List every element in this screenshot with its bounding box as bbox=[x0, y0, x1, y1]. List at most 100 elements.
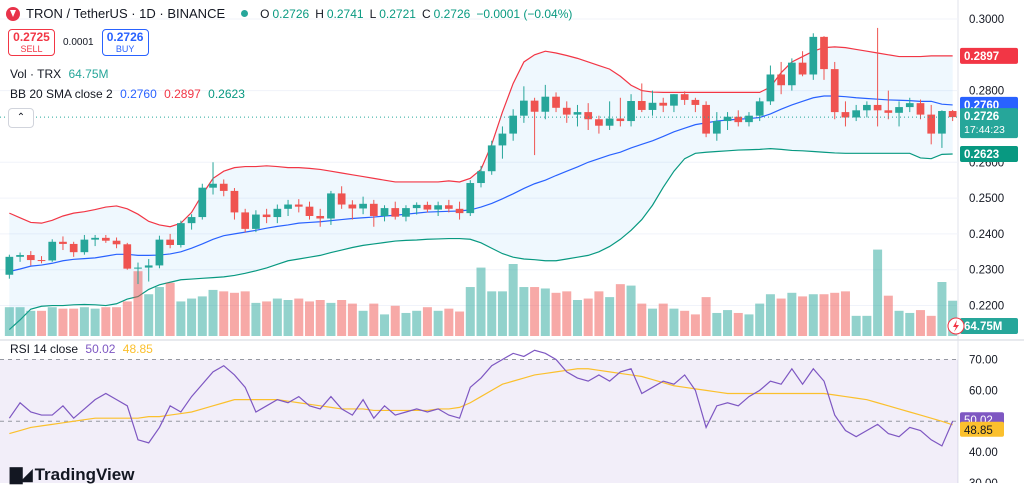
volume-bar bbox=[830, 292, 840, 336]
symbol-title[interactable]: TRON / TetherUS · 1D · BINANCE bbox=[26, 6, 226, 21]
trade-panel: 0.2725 SELL 0.0001 0.2726 BUY bbox=[8, 29, 149, 56]
volume-bar bbox=[37, 310, 47, 336]
candle-body bbox=[423, 204, 432, 210]
candle-body bbox=[605, 118, 614, 126]
volume-legend[interactable]: Vol · TRX 64.75M bbox=[10, 67, 109, 81]
candle-body bbox=[798, 62, 807, 75]
volume-bar bbox=[380, 314, 390, 336]
volume-bar bbox=[733, 312, 743, 336]
market-status-icon bbox=[241, 10, 249, 17]
volume-bar bbox=[562, 291, 572, 336]
candle-body bbox=[927, 114, 936, 134]
close-value: 0.2726 bbox=[433, 6, 471, 21]
price-tick-label: 0.2500 bbox=[969, 193, 1004, 205]
collapse-legend-button[interactable]: ⌃ bbox=[8, 108, 34, 128]
volume-bar bbox=[937, 282, 947, 336]
volume-bar bbox=[873, 249, 883, 336]
volume-bar bbox=[58, 308, 68, 336]
volume-bar bbox=[894, 310, 904, 336]
candle-body bbox=[80, 239, 89, 253]
last-price-badge-bg bbox=[960, 108, 1018, 139]
tron-logo-icon bbox=[6, 6, 20, 21]
change-value: −0.0001 (−0.04%) bbox=[476, 6, 573, 21]
candle-body bbox=[820, 36, 828, 70]
candle-body bbox=[144, 265, 153, 268]
candle-body bbox=[26, 255, 35, 261]
volume-bar bbox=[433, 310, 443, 336]
volume-bar bbox=[144, 294, 154, 336]
candle-body bbox=[916, 103, 925, 115]
candle-body bbox=[391, 208, 400, 217]
volume-bar bbox=[883, 295, 893, 336]
volume-bar bbox=[283, 300, 293, 336]
volume-bar bbox=[197, 296, 207, 336]
bb-legend[interactable]: BB 20 SMA close 2 0.2760 0.2897 0.2623 bbox=[10, 87, 245, 101]
candle-body bbox=[520, 100, 528, 116]
volume-bar bbox=[47, 307, 57, 336]
volume-bar bbox=[915, 310, 925, 336]
open-key: O bbox=[260, 6, 270, 21]
candle-body bbox=[595, 119, 603, 126]
volume-bar bbox=[701, 297, 711, 336]
volume-bar bbox=[551, 292, 561, 336]
volume-bar bbox=[583, 298, 593, 336]
rsi-pane bbox=[0, 341, 958, 483]
volume-bar bbox=[744, 314, 754, 336]
volume-bar bbox=[476, 267, 486, 336]
candle-body bbox=[938, 111, 946, 134]
candle-body bbox=[552, 96, 560, 108]
candle-body bbox=[712, 121, 721, 134]
candle-body bbox=[691, 99, 700, 105]
volume-bar bbox=[315, 300, 325, 336]
volume-bar bbox=[369, 303, 379, 336]
volume-bar bbox=[755, 303, 765, 336]
bb-lower-badge-bg bbox=[960, 146, 1018, 163]
buy-button[interactable]: 0.2726 BUY bbox=[101, 29, 149, 56]
rsi-tick-label: 40.00 bbox=[969, 447, 998, 459]
volume-bar bbox=[304, 301, 314, 336]
candle-body bbox=[852, 110, 861, 118]
close-key: C bbox=[421, 6, 431, 21]
volume-bar bbox=[422, 307, 432, 336]
sell-button[interactable]: 0.2725 SELL bbox=[8, 29, 55, 56]
volume-bar bbox=[326, 302, 336, 336]
spread-value: 0.0001 bbox=[63, 37, 94, 48]
volume-bar bbox=[154, 287, 164, 336]
candle-body bbox=[584, 112, 593, 120]
volume-bar bbox=[487, 291, 497, 336]
candle-body bbox=[863, 104, 871, 111]
last-price-badge: 0.2726 bbox=[964, 111, 999, 123]
candle-body bbox=[101, 237, 110, 241]
rsi-value: 50.02 bbox=[85, 342, 116, 356]
volume-bar bbox=[605, 297, 615, 336]
price-tick-label: 0.2800 bbox=[969, 86, 1004, 98]
candle-body bbox=[787, 62, 796, 86]
volume-bar bbox=[294, 298, 304, 336]
volume-bar bbox=[862, 315, 872, 336]
candle-body bbox=[530, 100, 539, 112]
rsi-legend[interactable]: RSI 14 close 50.02 48.85 bbox=[10, 342, 153, 356]
candle-body bbox=[905, 103, 914, 108]
candle-body bbox=[327, 193, 335, 219]
candle-body bbox=[873, 104, 882, 111]
buy-price: 0.2726 bbox=[106, 30, 144, 44]
open-value: 0.2726 bbox=[272, 6, 310, 21]
candle-body bbox=[777, 74, 785, 86]
bb-basis-line bbox=[9, 95, 953, 273]
volume-bar bbox=[615, 284, 625, 336]
bb-legend-name: BB 20 SMA close 2 bbox=[10, 87, 113, 101]
volume-bar bbox=[519, 287, 529, 336]
volume-bar bbox=[594, 291, 604, 336]
candle-body bbox=[444, 205, 453, 209]
candle-body bbox=[402, 208, 410, 217]
volume-bar bbox=[648, 308, 658, 336]
candle-body bbox=[177, 223, 185, 246]
candle-body bbox=[16, 255, 24, 257]
tradingview-logo[interactable]: ▇◢ TradingView bbox=[10, 465, 134, 485]
volume-bar bbox=[637, 303, 647, 336]
low-key: L bbox=[369, 6, 377, 21]
candle-body bbox=[262, 214, 271, 218]
candle-body bbox=[755, 101, 764, 116]
candle-body bbox=[166, 239, 175, 246]
